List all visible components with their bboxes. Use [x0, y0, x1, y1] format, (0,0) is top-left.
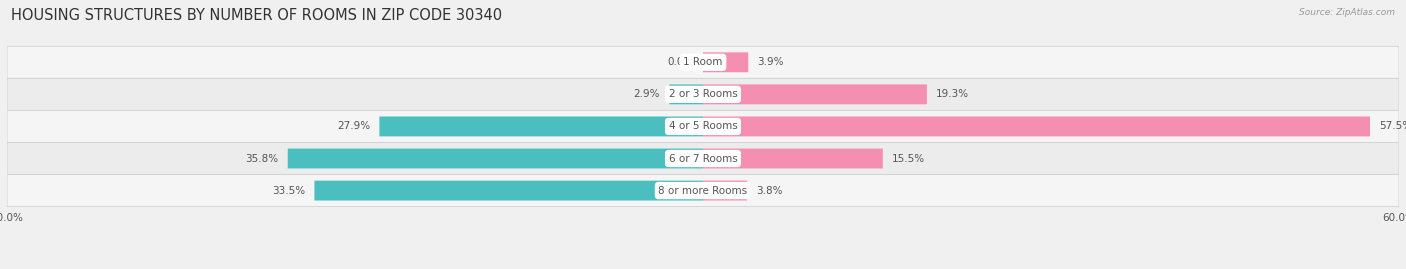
Text: 1 Room: 1 Room [683, 57, 723, 67]
FancyBboxPatch shape [703, 84, 927, 104]
FancyBboxPatch shape [703, 116, 1369, 136]
Text: HOUSING STRUCTURES BY NUMBER OF ROOMS IN ZIP CODE 30340: HOUSING STRUCTURES BY NUMBER OF ROOMS IN… [11, 8, 502, 23]
Text: 8 or more Rooms: 8 or more Rooms [658, 186, 748, 196]
FancyBboxPatch shape [7, 46, 1399, 78]
Text: 57.5%: 57.5% [1379, 121, 1406, 132]
FancyBboxPatch shape [315, 181, 703, 200]
FancyBboxPatch shape [288, 148, 703, 168]
FancyBboxPatch shape [380, 116, 703, 136]
FancyBboxPatch shape [703, 181, 747, 200]
FancyBboxPatch shape [7, 78, 1399, 110]
Text: 3.8%: 3.8% [756, 186, 783, 196]
Text: 0.0%: 0.0% [668, 57, 693, 67]
Text: 33.5%: 33.5% [271, 186, 305, 196]
Text: 19.3%: 19.3% [936, 89, 969, 99]
Text: 15.5%: 15.5% [891, 154, 925, 164]
Text: 2.9%: 2.9% [634, 89, 659, 99]
FancyBboxPatch shape [7, 175, 1399, 207]
Text: 4 or 5 Rooms: 4 or 5 Rooms [669, 121, 737, 132]
Text: 27.9%: 27.9% [337, 121, 370, 132]
FancyBboxPatch shape [703, 148, 883, 168]
FancyBboxPatch shape [7, 143, 1399, 175]
Text: 2 or 3 Rooms: 2 or 3 Rooms [669, 89, 737, 99]
FancyBboxPatch shape [703, 52, 748, 72]
Text: Source: ZipAtlas.com: Source: ZipAtlas.com [1299, 8, 1395, 17]
Text: 6 or 7 Rooms: 6 or 7 Rooms [669, 154, 737, 164]
Text: 35.8%: 35.8% [245, 154, 278, 164]
Text: 3.9%: 3.9% [758, 57, 785, 67]
FancyBboxPatch shape [7, 110, 1399, 143]
FancyBboxPatch shape [669, 84, 703, 104]
